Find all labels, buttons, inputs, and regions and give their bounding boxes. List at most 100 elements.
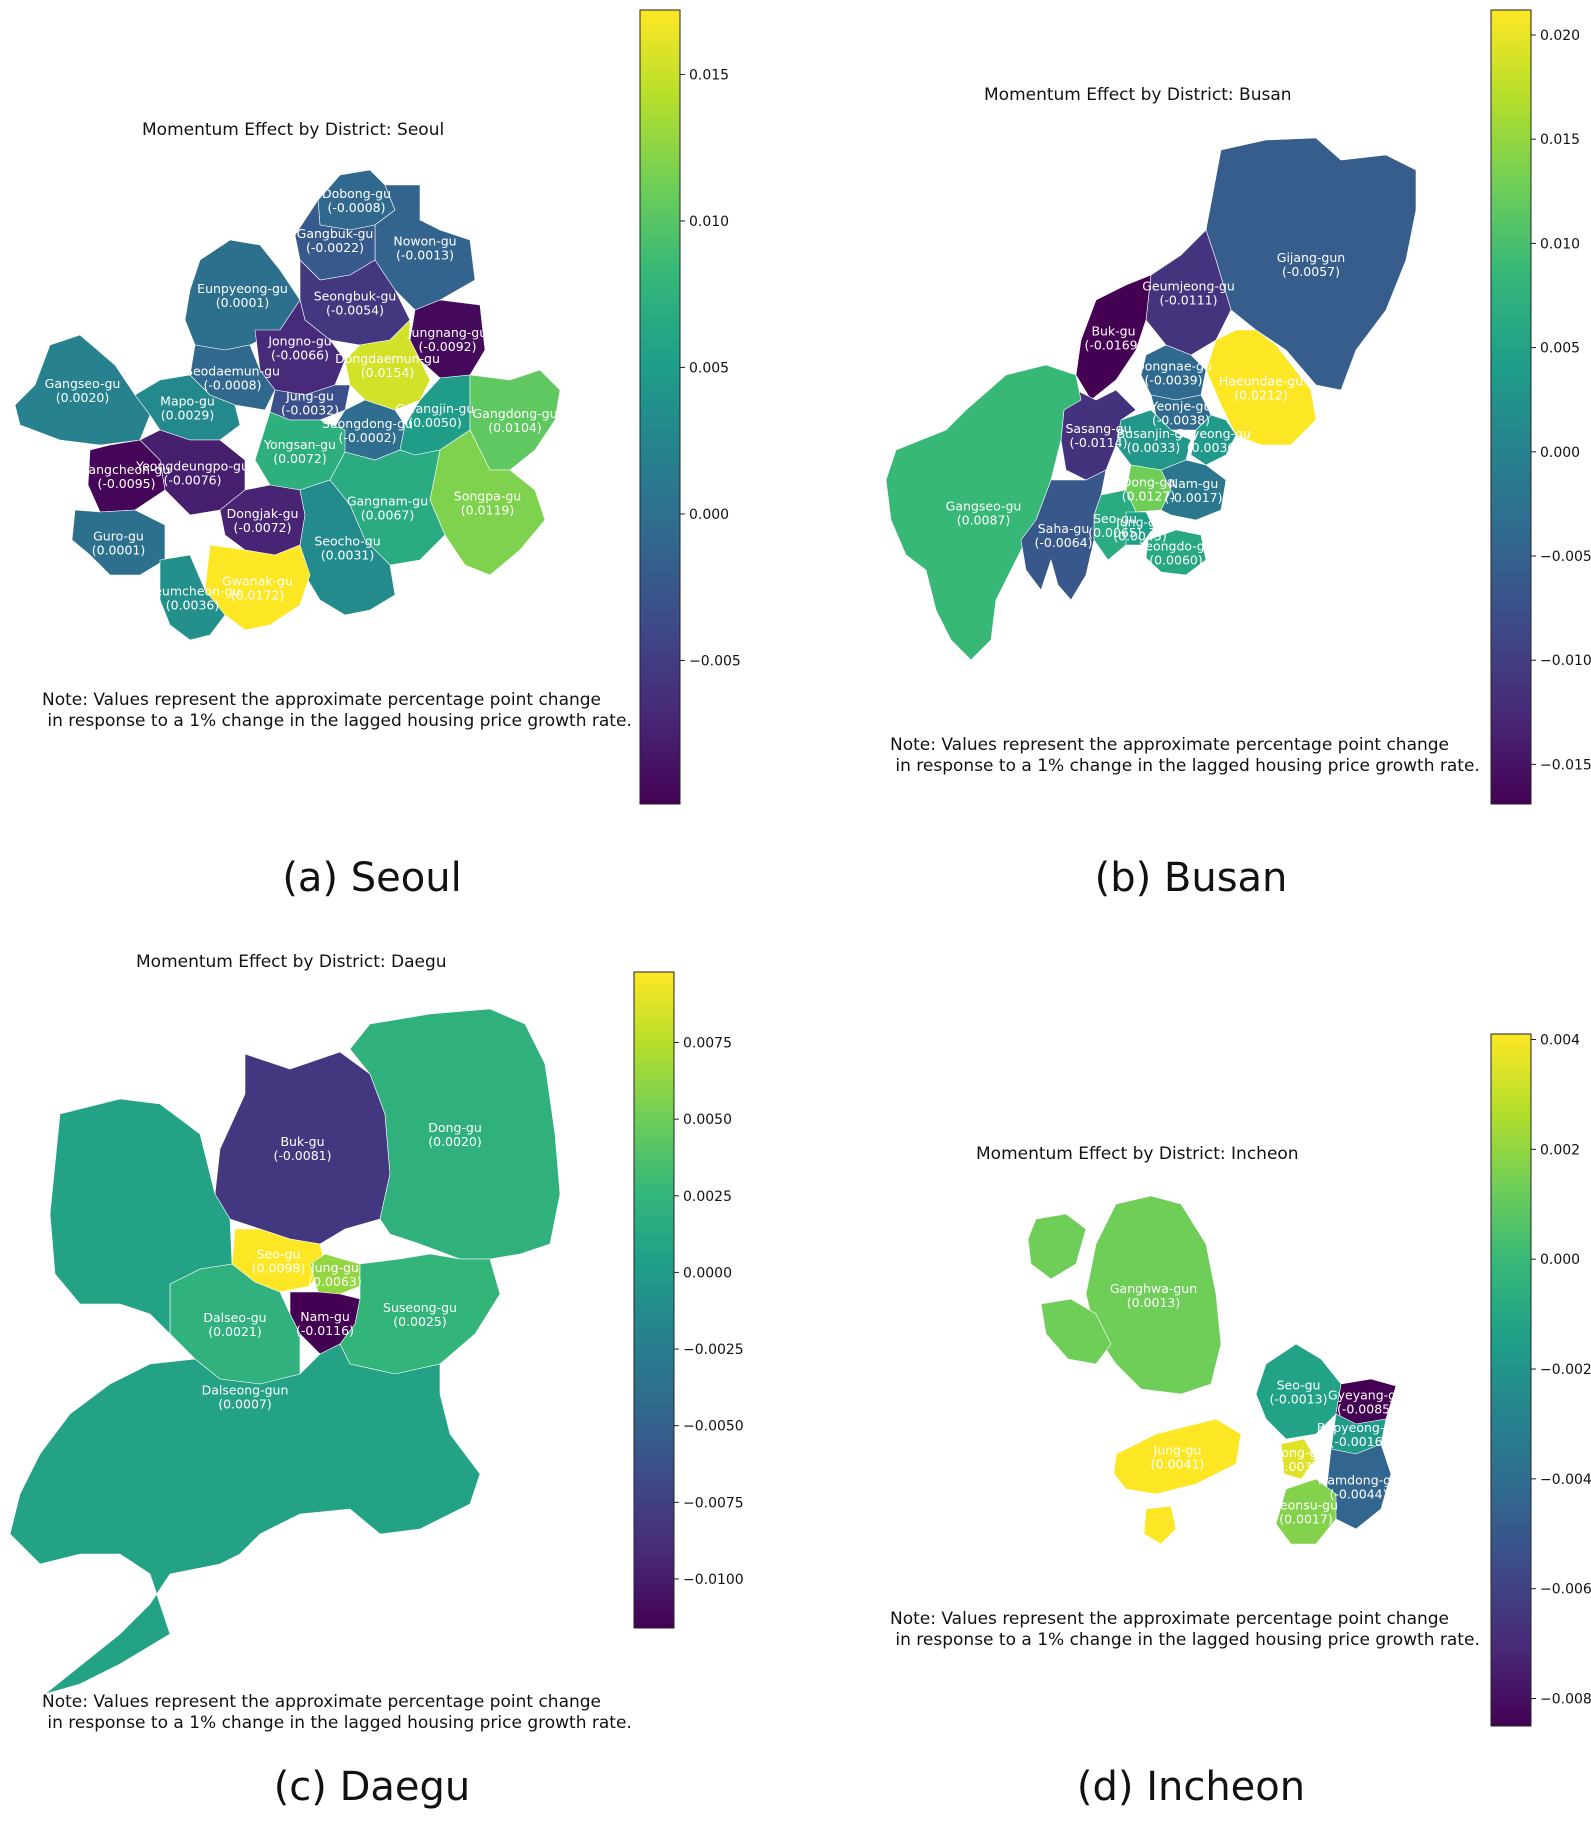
district-gangdong-gu: [469, 369, 561, 471]
colorbar-tick-label: −0.0100: [683, 1572, 744, 1588]
district-geumjeong-gu: [1145, 229, 1232, 356]
district-value: (0.0060): [1149, 553, 1203, 568]
district-label: Dongjak-gu: [227, 506, 299, 521]
district-label: Mapo-gu: [160, 394, 215, 409]
district-label: Yeongdo-gu: [1138, 539, 1212, 554]
district-label: Seodaemun-gu: [185, 364, 280, 379]
district-label: Dong-gu: [428, 1120, 482, 1135]
district-value: (-0.0039): [1144, 373, 1202, 388]
district-label: Nam-gu: [1169, 476, 1219, 491]
district-value: (-0.0008): [327, 200, 385, 215]
district-label: Dongdaemun-gu: [335, 351, 440, 366]
district-suyeong-gu: [1190, 414, 1237, 466]
map-note: Note: Values represent the approximate p…: [42, 690, 632, 731]
colorbar-gradient: [633, 971, 675, 1629]
busan-map: Gijang-gun(-0.0057) Geumjeong-gu(-0.0111)…: [885, 137, 1417, 661]
seoul-map: Dobong-gu(-0.0008)Nowon-gu(-0.0013)Gangb…: [14, 169, 561, 641]
district-value: (0.0087): [957, 513, 1011, 528]
district-label: Gangseo-gu: [45, 376, 121, 391]
colorbar-gradient: [1490, 9, 1532, 805]
district-nam-gu: [1160, 459, 1227, 521]
colorbar-tick-label: −0.0025: [683, 1342, 744, 1358]
district-jung-gu: [1113, 1418, 1242, 1495]
colorbar-tick-label: 0.000: [689, 507, 729, 523]
district-value: (-0.0057): [1282, 264, 1340, 279]
colorbar-tick-label: 0.0075: [683, 1036, 732, 1052]
district-mapo-gu: [134, 374, 241, 441]
panel-daegu: Momentum Effect by District: Daegu Buk-g…: [0, 914, 795, 1828]
district-label: Haeundae-gu: [1219, 374, 1303, 389]
district-yeongdo-gu: [1145, 529, 1207, 576]
district-value: (-0.0008): [203, 378, 261, 393]
colorbar-tick-label: −0.002: [1540, 1362, 1591, 1378]
district-value: (0.0020): [56, 390, 110, 405]
colorbar-tick-label: −0.010: [1540, 653, 1591, 669]
district-label: Gangnam-gu: [347, 494, 428, 509]
district-value: (-0.0016): [1329, 1434, 1387, 1449]
district-label: Guro-gu: [93, 529, 144, 544]
district-label: Yongsan-gu: [263, 437, 336, 452]
colorbar-gradient: [639, 9, 681, 805]
district-label: Dalseo-gu: [203, 1310, 266, 1325]
district-dong-gu: [1280, 1438, 1317, 1480]
district-label: Dongnae-gu: [1135, 359, 1212, 374]
district-label: Nowon-gu: [393, 234, 456, 249]
district-label: Seo-gu: [257, 1247, 301, 1262]
colorbar-tick-label: 0.005: [689, 360, 729, 376]
district-value: (0.0020): [428, 1134, 482, 1149]
district-ganghwa-gun: [1085, 1195, 1222, 1395]
district-label: Geumcheon-gu: [145, 584, 241, 599]
district-gangseo-gu: [14, 334, 151, 446]
district-label: Yeonsu-gu: [1273, 1498, 1338, 1513]
district-label: Gangbuk-gu: [297, 226, 374, 241]
district-label: Gyeyang-gu: [1328, 1388, 1404, 1403]
panel-caption: (a) Seoul: [282, 855, 462, 901]
panel-seoul: Momentum Effect by District: Seoul: [0, 0, 795, 914]
district-label: Yeongdeungpo-gu: [135, 459, 249, 474]
district-value: (-0.0066): [271, 348, 329, 363]
colorbar: 0.004 0.002 0.000 −0.002 −0.004 −0.006 −0.008: [1490, 1032, 1591, 1727]
district-label: Gangseo-gu: [946, 499, 1022, 514]
colorbar-tick-label: 0.015: [1540, 132, 1580, 148]
district-label: Songpa-gu: [454, 489, 521, 504]
district-label: Yangcheon-gu: [82, 462, 171, 477]
district-label: Jung-gu: [310, 1260, 359, 1275]
district-value: (-0.0114): [1069, 435, 1127, 450]
map-title: Momentum Effect by District: Daegu: [136, 952, 447, 972]
district-label: Gangdong-gu: [472, 406, 557, 421]
colorbar-tick-label: 0.004: [1540, 1032, 1580, 1048]
district-label: Gijang-gun: [1277, 250, 1345, 265]
colorbar: 0.015 0.010 0.005 0.000 −0.005: [639, 9, 741, 805]
district-buk-gu: [1075, 274, 1152, 401]
district-value: (0.0036): [166, 598, 220, 613]
district-value: (0.0050): [408, 415, 462, 430]
district-value: (0.0212): [1234, 388, 1288, 403]
district-label: Gwanak-gu: [222, 574, 293, 589]
district-seo-gu: [1255, 1343, 1342, 1440]
district-value: (0.0001): [216, 295, 270, 310]
district-label: Jung-gu: [1115, 515, 1164, 530]
colorbar-tick-label: −0.008: [1540, 1692, 1591, 1708]
district-label: Dong-gu: [1272, 1445, 1326, 1460]
panel-incheon: Momentum Effect by District: Incheon Gan…: [796, 914, 1591, 1828]
colorbar-tick-label: −0.0050: [683, 1419, 744, 1435]
district-value: (-0.0064): [1034, 535, 1092, 550]
district-value: (0.0036): [1187, 440, 1241, 455]
daegu-map: Buk-gu(-0.0081)Dong-gu(0.0020)Seo-gu(0.0…: [9, 1008, 561, 1695]
map-note: Note: Values represent the approximate p…: [890, 1609, 1480, 1650]
colorbar-tick-label: −0.005: [689, 653, 741, 669]
district-jung-gu: [1143, 1505, 1177, 1545]
district-label: Saha-gu: [1038, 521, 1090, 536]
colorbar-tick-label: −0.005: [1540, 549, 1591, 565]
district-label: Nam-gu: [300, 1309, 350, 1324]
colorbar-tick-label: 0.005: [1540, 341, 1580, 357]
district-label: Jung-gu: [1153, 1443, 1202, 1458]
colorbar-tick-label: 0.015: [689, 67, 729, 83]
colorbar-tick-label: 0.010: [689, 214, 729, 230]
district-value: (-0.0081): [273, 1148, 331, 1163]
district-label: Jongno-gu: [267, 334, 331, 349]
incheon-map: Ganghwa-gun(0.0013) Seo-gu(-0.0013) Gyeyan…: [1027, 1195, 1404, 1545]
district-value: (-0.0013): [396, 248, 454, 263]
colorbar: 0.020 0.015 0.010 0.005 0.000 −0.005 −0.010 −0.…: [1490, 9, 1591, 805]
district-value: (0.0045): [1113, 529, 1167, 544]
